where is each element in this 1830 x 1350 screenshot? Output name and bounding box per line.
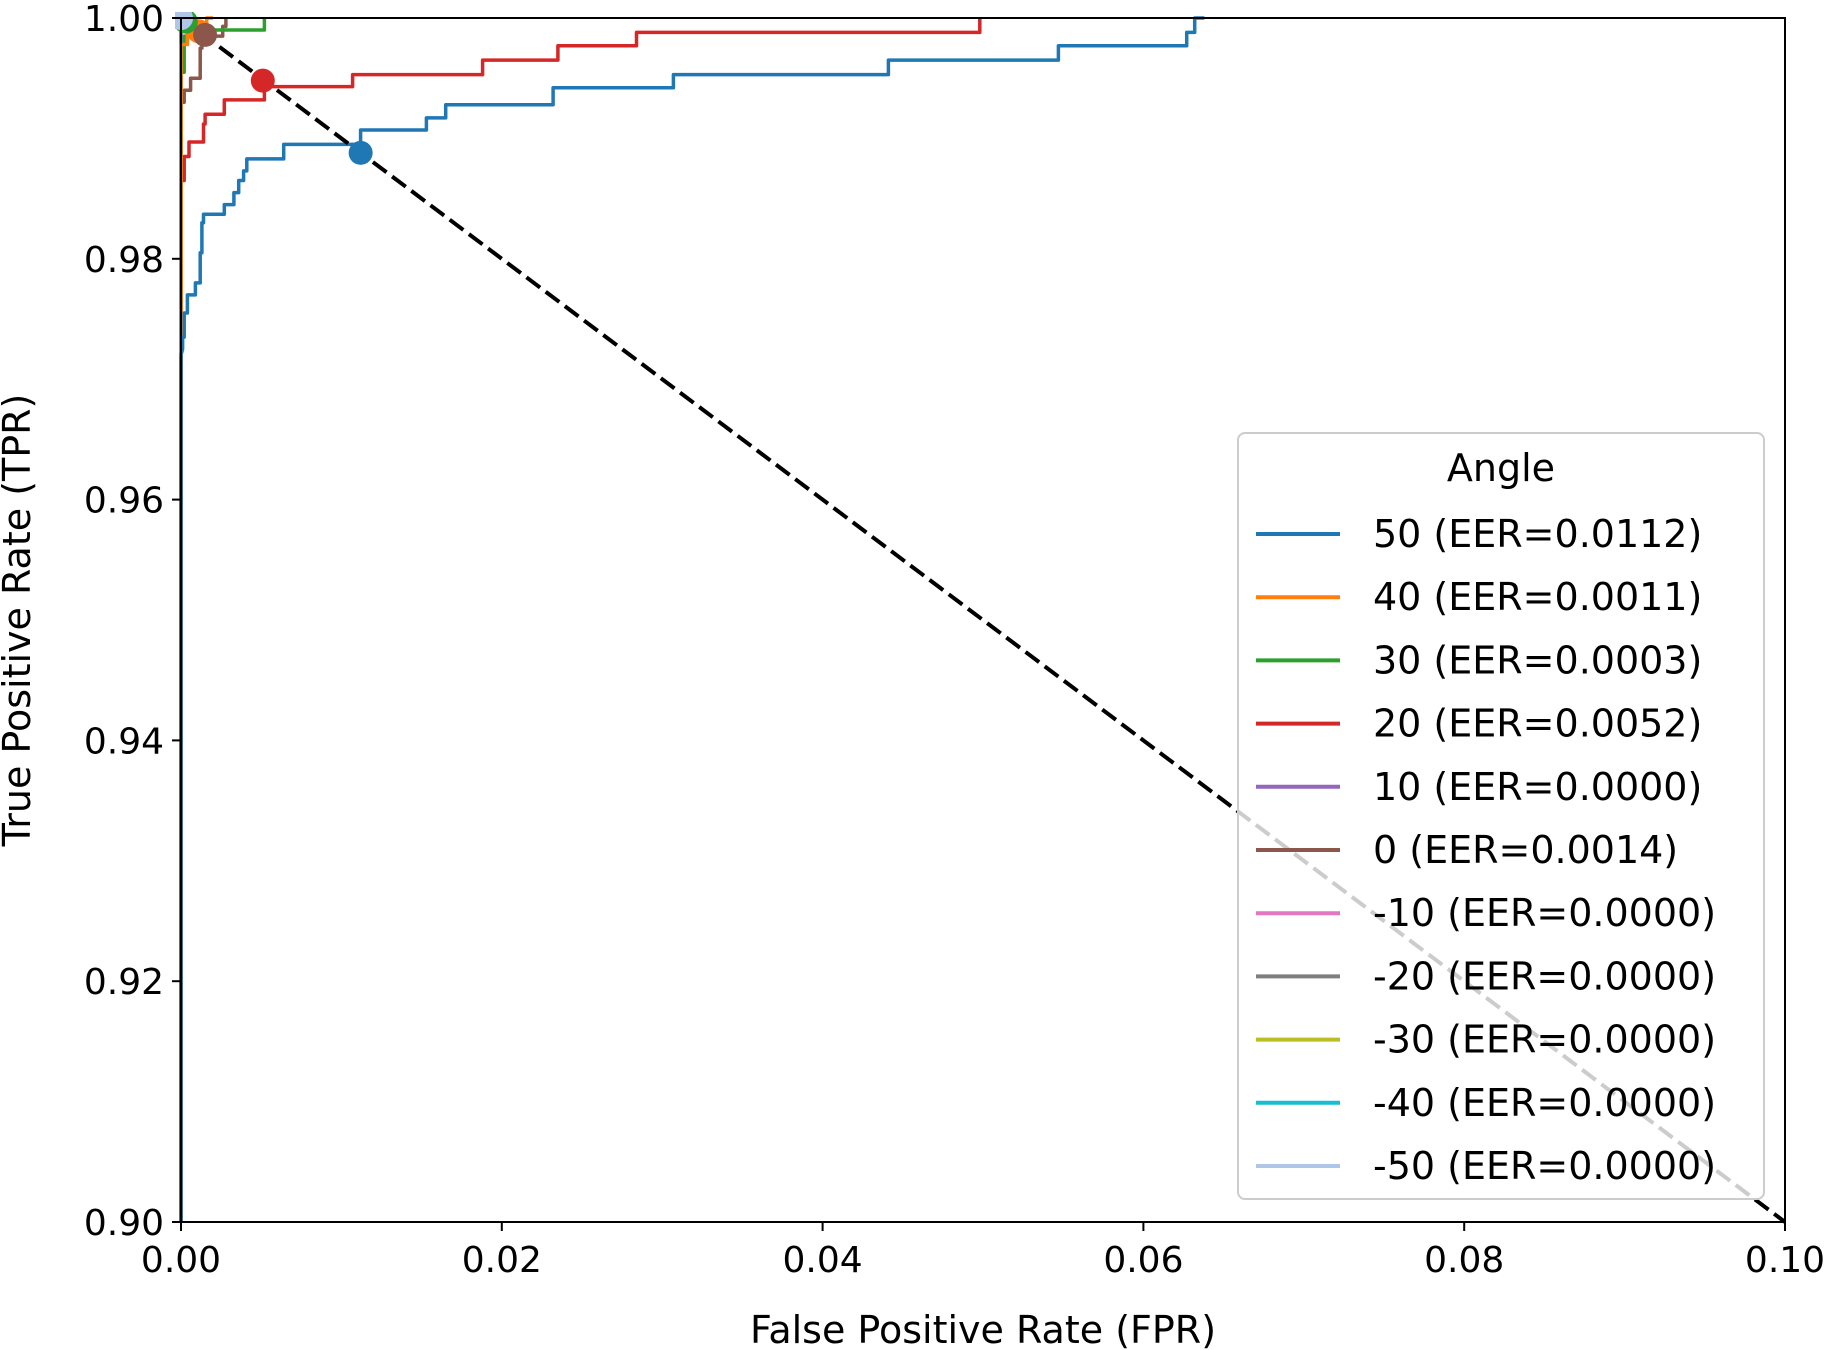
x-tick-label: 0.08 — [1424, 1240, 1504, 1281]
eer-markers — [175, 12, 373, 165]
y-tick-label: 0.98 — [84, 240, 164, 281]
legend-label-angle-10: 10 (EER=0.0000) — [1373, 765, 1702, 809]
x-tick-label: 0.06 — [1103, 1240, 1183, 1281]
eer-marker-angle-0 — [193, 22, 218, 47]
legend-label-angle-0: 0 (EER=0.0014) — [1373, 828, 1678, 872]
x-tick-label: 0.10 — [1745, 1240, 1825, 1281]
legend-label-angle-minus50: -50 (EER=0.0000) — [1373, 1144, 1716, 1188]
legend-label-angle-minus20: -20 (EER=0.0000) — [1373, 954, 1716, 998]
legend: Angle 50 (EER=0.0112) 40 (EER=0.0011) 30 (… — [1237, 432, 1765, 1200]
legend-label-angle-30: 30 (EER=0.0003) — [1373, 638, 1702, 682]
eer-marker-angle-minus50 — [175, 12, 193, 30]
legend-label-angle-50: 50 (EER=0.0112) — [1373, 512, 1702, 556]
y-axis-label: True Positive Rate (TPR) — [0, 394, 39, 848]
legend-label-angle-minus30: -30 (EER=0.0000) — [1373, 1018, 1716, 1062]
curve-angle-20 — [179, 18, 982, 1222]
legend-box — [1237, 432, 1765, 1200]
x-tick-label: 0.02 — [462, 1240, 542, 1281]
y-tick-label: 0.94 — [84, 721, 164, 762]
plot-frame — [180, 17, 1786, 1223]
y-tick-label: 0.90 — [84, 1203, 164, 1244]
eer-marker-angle-20 — [250, 68, 275, 93]
legend-label-angle-minus40: -40 (EER=0.0000) — [1373, 1081, 1716, 1125]
legend-items: 50 (EER=0.0112) 40 (EER=0.0011) 30 (EER=0.… — [1256, 512, 1716, 1188]
eer-marker-angle-50 — [348, 140, 373, 165]
legend-title: Angle — [1447, 446, 1555, 490]
y-axis-ticks: 0.90 0.92 0.94 0.96 0.98 1.00 — [84, 0, 181, 1244]
y-tick-label: 0.92 — [84, 962, 164, 1003]
x-axis-label: False Positive Rate (FPR) — [750, 1308, 1216, 1350]
y-tick-label: 1.00 — [84, 0, 164, 40]
curve-angle-50 — [179, 16, 1205, 1222]
y-tick-label: 0.96 — [84, 481, 164, 522]
legend-label-angle-40: 40 (EER=0.0011) — [1373, 575, 1702, 619]
legend-label-angle-20: 20 (EER=0.0052) — [1373, 702, 1702, 746]
curve-angle-0 — [179, 18, 228, 1222]
legend-label-angle-minus10: -10 (EER=0.0000) — [1373, 891, 1716, 935]
x-axis-ticks: 0.00 0.02 0.04 0.06 0.08 0.10 — [141, 1222, 1825, 1281]
x-tick-label: 0.04 — [783, 1240, 863, 1281]
x-tick-label: 0.00 — [141, 1240, 221, 1281]
